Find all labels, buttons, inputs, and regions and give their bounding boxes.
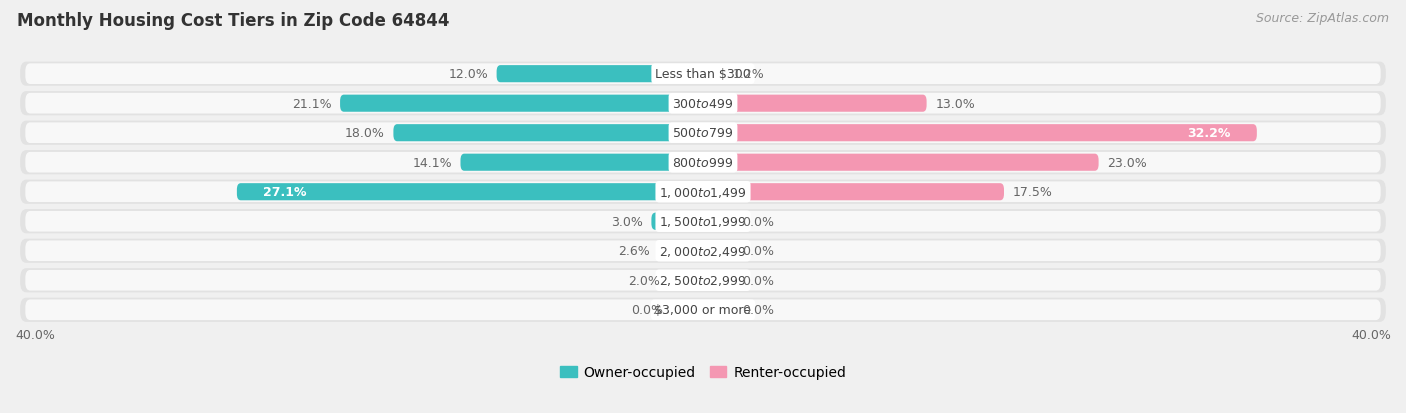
Text: 18.0%: 18.0%: [344, 127, 385, 140]
FancyBboxPatch shape: [658, 242, 703, 260]
Text: 32.2%: 32.2%: [1188, 127, 1232, 140]
Text: 27.1%: 27.1%: [263, 186, 307, 199]
FancyBboxPatch shape: [25, 152, 1381, 173]
Text: 21.1%: 21.1%: [292, 97, 332, 110]
FancyBboxPatch shape: [703, 154, 1098, 171]
FancyBboxPatch shape: [20, 121, 1386, 145]
FancyBboxPatch shape: [25, 300, 1381, 320]
Text: 13.0%: 13.0%: [935, 97, 974, 110]
Text: $1,000 to $1,499: $1,000 to $1,499: [659, 185, 747, 199]
FancyBboxPatch shape: [394, 125, 703, 142]
Text: 0.0%: 0.0%: [631, 304, 664, 316]
Text: $3,000 or more: $3,000 or more: [655, 304, 751, 316]
FancyBboxPatch shape: [703, 301, 737, 318]
Text: 40.0%: 40.0%: [15, 329, 55, 342]
Text: 23.0%: 23.0%: [1107, 157, 1147, 169]
Text: $500 to $799: $500 to $799: [672, 127, 734, 140]
Text: 14.1%: 14.1%: [412, 157, 451, 169]
FancyBboxPatch shape: [25, 270, 1381, 291]
FancyBboxPatch shape: [20, 151, 1386, 175]
FancyBboxPatch shape: [20, 268, 1386, 293]
Text: 0.0%: 0.0%: [742, 215, 775, 228]
Text: 40.0%: 40.0%: [1351, 329, 1391, 342]
FancyBboxPatch shape: [20, 180, 1386, 204]
Text: 0.0%: 0.0%: [742, 244, 775, 258]
Text: $2,000 to $2,499: $2,000 to $2,499: [659, 244, 747, 258]
FancyBboxPatch shape: [20, 210, 1386, 234]
Text: $300 to $499: $300 to $499: [672, 97, 734, 110]
Text: $1,500 to $1,999: $1,500 to $1,999: [659, 215, 747, 229]
Text: 1.2%: 1.2%: [733, 68, 763, 81]
Text: 0.0%: 0.0%: [742, 274, 775, 287]
Text: 0.0%: 0.0%: [742, 304, 775, 316]
FancyBboxPatch shape: [496, 66, 703, 83]
FancyBboxPatch shape: [703, 213, 737, 230]
FancyBboxPatch shape: [651, 213, 703, 230]
Text: 12.0%: 12.0%: [449, 68, 488, 81]
Text: 17.5%: 17.5%: [1012, 186, 1053, 199]
FancyBboxPatch shape: [461, 154, 703, 171]
FancyBboxPatch shape: [340, 95, 703, 112]
FancyBboxPatch shape: [20, 298, 1386, 322]
FancyBboxPatch shape: [703, 184, 1004, 201]
FancyBboxPatch shape: [703, 66, 724, 83]
FancyBboxPatch shape: [703, 272, 737, 289]
FancyBboxPatch shape: [20, 92, 1386, 116]
FancyBboxPatch shape: [236, 184, 703, 201]
Text: Monthly Housing Cost Tiers in Zip Code 64844: Monthly Housing Cost Tiers in Zip Code 6…: [17, 12, 450, 30]
Text: Source: ZipAtlas.com: Source: ZipAtlas.com: [1256, 12, 1389, 25]
Legend: Owner-occupied, Renter-occupied: Owner-occupied, Renter-occupied: [554, 360, 852, 385]
FancyBboxPatch shape: [20, 62, 1386, 87]
Text: $800 to $999: $800 to $999: [672, 157, 734, 169]
FancyBboxPatch shape: [25, 211, 1381, 232]
FancyBboxPatch shape: [25, 182, 1381, 202]
FancyBboxPatch shape: [703, 242, 737, 260]
Text: 3.0%: 3.0%: [612, 215, 643, 228]
Text: 2.6%: 2.6%: [617, 244, 650, 258]
FancyBboxPatch shape: [25, 123, 1381, 144]
Text: 2.0%: 2.0%: [628, 274, 659, 287]
FancyBboxPatch shape: [703, 95, 927, 112]
FancyBboxPatch shape: [25, 64, 1381, 85]
Text: $2,500 to $2,999: $2,500 to $2,999: [659, 273, 747, 287]
FancyBboxPatch shape: [25, 94, 1381, 114]
FancyBboxPatch shape: [25, 241, 1381, 261]
Text: Less than $300: Less than $300: [655, 68, 751, 81]
FancyBboxPatch shape: [669, 272, 703, 289]
FancyBboxPatch shape: [20, 239, 1386, 263]
FancyBboxPatch shape: [703, 125, 1257, 142]
